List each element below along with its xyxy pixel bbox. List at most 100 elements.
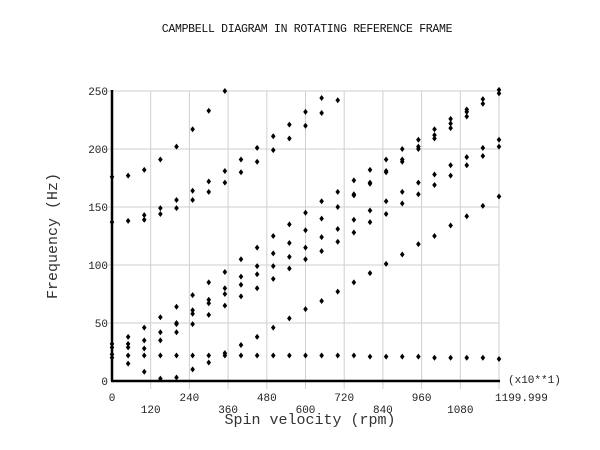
data-point-marker [206,107,212,114]
data-point-marker [141,352,147,359]
data-point-marker [464,162,470,169]
data-point-marker [222,88,228,94]
data-point-marker [351,279,357,286]
data-point-marker [174,374,179,381]
data-point-marker [303,352,308,359]
data-point-marker [383,353,389,360]
data-point-marker [464,113,470,120]
x-tick-label: 1080 [447,405,473,417]
y-tick-label: 50 [95,319,108,331]
data-point-marker [432,126,437,133]
data-point-marker [399,156,405,163]
data-point-marker [335,188,341,195]
data-point-marker [125,360,131,367]
data-point-marker [303,306,308,313]
grid-lines [108,90,500,389]
data-point-marker [190,310,195,317]
chart-title: CAMPBELL DIAGRAM IN ROTATING REFERENCE F… [162,23,453,36]
data-point-marker [287,265,292,272]
data-point-marker [432,354,437,361]
data-point-marker [158,210,163,217]
data-point-marker [287,221,292,228]
data-point-marker [190,126,195,133]
data-point-marker [141,212,147,219]
x-tick-label: 240 [179,393,199,405]
data-point-marker [238,156,244,163]
data-point-marker [174,320,179,326]
data-point-marker [125,344,131,351]
data-point-marker [206,300,212,307]
data-point-marker [464,106,470,113]
data-point-marker [303,227,308,234]
data-point-marker [319,215,324,222]
data-point-marker [158,205,163,212]
x-tick-label: 0 [109,393,116,405]
x-axis-ticks: 0 120 240 360 480 600 720 840 960 1080 1199.999 [109,393,548,417]
data-point-marker [448,162,453,169]
y-tick-label: 100 [88,261,108,273]
data-point-marker [125,172,131,179]
x-tick-label: 1199.999 [495,393,548,405]
data-point-marker [448,120,453,127]
x-tick-label: 120 [141,405,161,417]
data-point-marker [464,213,470,220]
data-point-marker [222,285,228,292]
data-point-marker [287,135,292,142]
data-point-marker [335,97,341,104]
data-point-marker [335,352,341,359]
data-point-marker [303,256,308,263]
data-point-marker [383,260,389,267]
data-point-marker [432,132,437,139]
data-point-marker [335,238,341,245]
data-point-marker [238,293,244,300]
data-point-marker [287,315,292,322]
data-point-marker [416,191,421,198]
data-point-marker [222,291,228,297]
data-point-marker [206,178,212,185]
data-point-marker [190,187,195,194]
data-point-marker [319,94,324,101]
data-point-marker [174,303,179,310]
data-point-marker [206,352,212,359]
data-point-marker [270,275,276,282]
data-point-marker [174,352,179,359]
data-point-marker [367,270,373,277]
data-point-marker [270,352,276,359]
data-point-marker [287,352,292,359]
data-point-marker [190,321,195,328]
data-point-marker [190,197,195,204]
data-point-marker [319,234,324,241]
data-point-marker [448,125,453,132]
data-point-marker [141,324,147,331]
data-point-marker [432,181,437,188]
data-point-marker [319,110,324,117]
data-point-marker [367,166,373,173]
x-tick-label: 840 [373,405,393,417]
data-point-marker [270,324,276,331]
data-point-marker [125,352,131,359]
data-point-marker [496,136,502,143]
data-point-marker [125,333,131,340]
data-point-marker [432,171,437,178]
data-point-marker [141,166,147,173]
data-point-marker [432,233,437,239]
data-point-marker [141,368,147,375]
data-point-marker [432,135,437,142]
data-point-marker [206,279,212,286]
data-point-marker [125,217,131,224]
data-point-marker [383,156,389,163]
data-point-marker [416,179,421,186]
data-point-marker [287,121,292,128]
data-point-marker [367,219,373,226]
data-point-marker [480,354,486,361]
data-point-marker [158,352,163,359]
data-point-marker [399,188,405,195]
data-point-marker [270,147,276,154]
data-point-marker [416,143,421,150]
x-axis-label: Spin velocity (rpm) [224,412,395,429]
data-point-marker [254,144,260,151]
data-point-marker [254,352,260,359]
y-tick-label: 250 [88,87,108,99]
data-point-marker [464,354,470,361]
